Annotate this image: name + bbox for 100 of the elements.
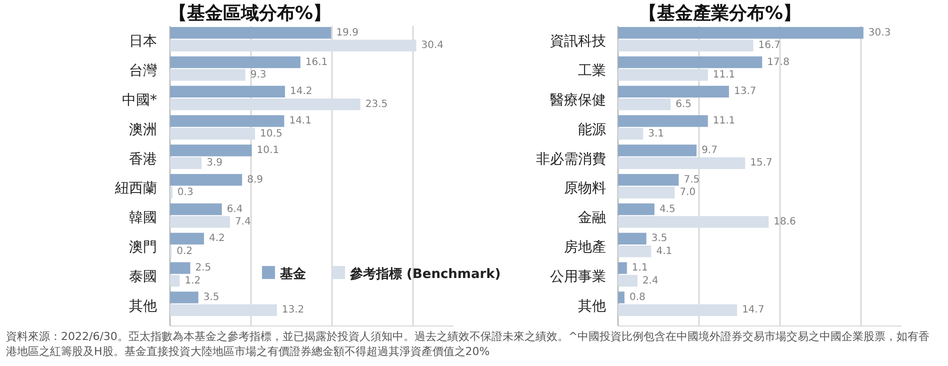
y-tick-label: 其他 (129, 298, 157, 314)
bar (618, 174, 679, 186)
data-label: 17.8 (767, 56, 790, 68)
bar (170, 216, 230, 228)
bar (618, 27, 864, 39)
data-label: 19.9 (336, 27, 358, 38)
y-tick-label: 香港 (129, 151, 157, 168)
data-label: 3.5 (651, 233, 668, 244)
y-tick-label: 澳洲 (129, 122, 157, 138)
data-label: 3.9 (206, 158, 222, 169)
bar (170, 27, 332, 39)
data-label: 4.5 (659, 204, 676, 215)
data-label: 3.5 (203, 292, 220, 303)
bar (618, 98, 671, 110)
bar (618, 304, 738, 316)
source-note: 資料來源：2022/6/30。亞太指數為本基金之參考指標，並已揭露於投資人須知中。過去之績效不保證未來之績效。^中國投資比例包含在中國境外證券交易市場交易之中國企業股票，如有香港地區之紅籌股及H股。基金直接投資大陸地區市場之有價證券總金額不得超過其淨資產價值之20% (6, 330, 930, 358)
bar (170, 86, 286, 98)
bar (170, 157, 202, 169)
y-tick-label: 原物料 (564, 180, 606, 197)
data-label: 3.1 (648, 128, 664, 140)
data-label: 16.7 (758, 40, 781, 52)
data-label: 9.7 (702, 144, 718, 156)
data-label: 9.3 (250, 69, 266, 80)
data-label: 8.9 (247, 174, 263, 186)
data-label: 4.1 (656, 246, 672, 257)
bar (170, 128, 256, 140)
bar (170, 274, 180, 287)
bar (170, 40, 416, 52)
data-label: 2.4 (642, 275, 658, 286)
bar (618, 246, 652, 258)
y-tick-label: 公用事業 (550, 268, 606, 285)
y-tick-label: 其他 (578, 298, 606, 314)
bar (170, 69, 246, 81)
bar (618, 216, 769, 228)
bar (170, 174, 242, 186)
data-label: 7.5 (684, 174, 700, 186)
data-label: 10.1 (256, 144, 280, 156)
bar (618, 262, 627, 274)
bar (618, 128, 644, 140)
bar (618, 56, 762, 68)
bar (170, 98, 360, 110)
data-label: 13.7 (734, 86, 756, 98)
bar (170, 304, 277, 316)
legend-label: 參考指標 (Benchmark) (349, 266, 501, 282)
data-label: 14.2 (290, 86, 312, 98)
bar (618, 144, 697, 156)
data-label: 0.8 (629, 292, 646, 303)
y-tick-label: 非必需消費 (536, 151, 606, 168)
data-label: 14.7 (742, 304, 764, 316)
data-label: 6.4 (226, 204, 243, 215)
data-label: 15.7 (750, 158, 772, 169)
data-label: 16.1 (305, 56, 328, 68)
bar (618, 69, 708, 81)
bar (170, 262, 190, 274)
data-label: 30.3 (868, 27, 891, 38)
bar (170, 203, 222, 216)
data-label: 7.0 (680, 187, 696, 198)
y-tick-label: 澳門 (129, 240, 157, 256)
data-label: 4.2 (209, 233, 225, 244)
bar (170, 232, 204, 244)
y-tick-label: 資訊科技 (550, 34, 606, 50)
bar (170, 144, 252, 156)
bar (618, 115, 708, 127)
y-tick-label: 韓國 (129, 210, 157, 226)
bar (618, 232, 646, 244)
chart-title: 【基金區域分布%】 (168, 3, 332, 24)
bar (170, 115, 284, 127)
data-label: 0.2 (176, 246, 193, 257)
y-tick-label: 工業 (578, 63, 606, 80)
data-label: 18.6 (774, 216, 796, 228)
data-label: 11.1 (712, 116, 736, 127)
legend-label: 基金 (279, 267, 307, 282)
bar (618, 203, 654, 216)
bar (618, 86, 729, 98)
bar (618, 40, 754, 52)
data-label: 13.2 (282, 304, 304, 316)
data-label: 7.4 (234, 216, 251, 228)
bar (170, 56, 300, 68)
bar (618, 186, 675, 198)
y-tick-label: 紐西蘭 (114, 180, 157, 197)
chart-title: 【基金產業分布%】 (638, 3, 802, 24)
data-label: 1.1 (632, 262, 648, 274)
bar (618, 157, 746, 169)
y-tick-label: 金融 (578, 210, 606, 226)
bar (618, 274, 638, 287)
data-label: 23.5 (365, 98, 388, 110)
y-tick-label: 能源 (578, 122, 606, 138)
y-tick-label: 泰國 (129, 268, 157, 285)
data-label: 30.4 (421, 40, 444, 52)
data-label: 6.5 (676, 98, 692, 110)
data-label: 11.1 (712, 69, 736, 80)
y-tick-label: 醫療保健 (550, 92, 606, 108)
bar (618, 292, 624, 304)
data-label: 0.3 (177, 187, 194, 198)
data-label: 10.5 (260, 128, 282, 140)
bar (170, 292, 198, 304)
data-label: 1.2 (184, 275, 201, 286)
data-label: 14.1 (289, 116, 312, 127)
y-tick-label: 房地產 (564, 240, 606, 256)
data-label: 2.5 (195, 262, 212, 274)
